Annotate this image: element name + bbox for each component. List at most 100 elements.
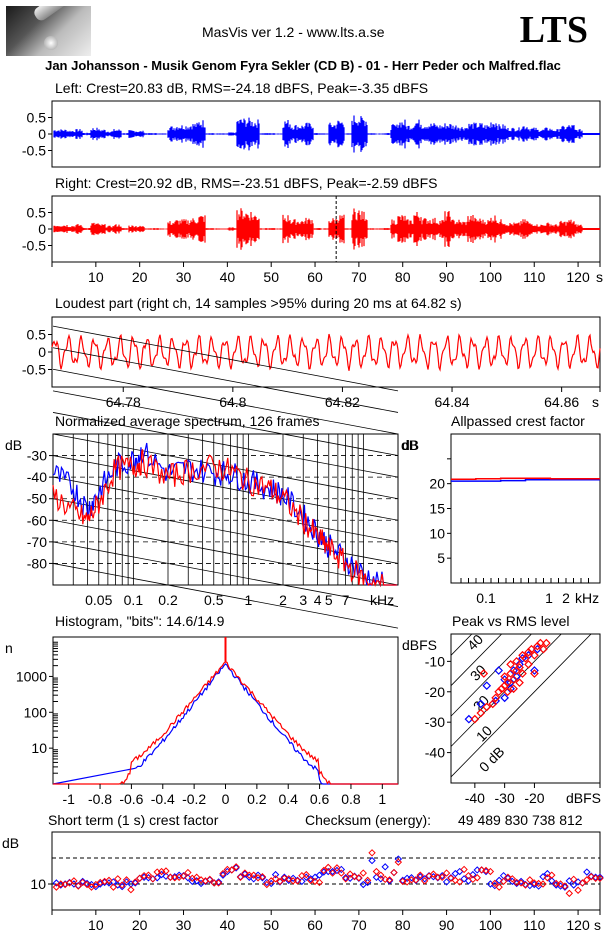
scatter-point-right	[527, 644, 536, 654]
crest-point-left	[442, 878, 451, 886]
crest-point-right	[473, 874, 481, 882]
crest-point-right	[438, 873, 446, 881]
crest-point-right	[574, 886, 582, 894]
crest-point-right	[236, 873, 245, 881]
crest-point-right	[52, 883, 61, 891]
slope-line	[52, 563, 399, 629]
crest-point-right	[135, 874, 144, 882]
crest-point-right	[228, 866, 236, 874]
crest-point-right	[153, 868, 161, 876]
crest-point-right	[552, 879, 560, 888]
x-tick-label: -0.2	[182, 791, 206, 807]
x-tick-label: -20	[524, 790, 544, 806]
crest-point-right	[596, 874, 604, 882]
crest-point-right	[192, 873, 201, 881]
plot-frame	[450, 633, 601, 784]
allpassed-title: Allpassed crest factor	[451, 413, 585, 429]
crest-point-right	[214, 879, 223, 887]
left-waveform-chart: 0.50-0.5	[22, 100, 601, 168]
scatter-point-left	[512, 672, 521, 681]
crest-point-left	[131, 879, 140, 887]
scatter-point-right	[536, 638, 545, 648]
waveform-left	[53, 115, 583, 153]
crest-point-right	[206, 875, 214, 884]
y-tick-label: -40	[425, 745, 445, 761]
x-tick-label: 64.86	[544, 394, 579, 410]
slope-line	[52, 325, 399, 392]
brand-logo-text: LTS	[519, 9, 588, 51]
crest-point-left	[320, 868, 328, 876]
slide-rod-icon	[31, 6, 91, 23]
x-tick-label: 120	[566, 269, 590, 285]
y-tick-label: -80	[27, 555, 47, 571]
crest-diagonal	[450, 633, 502, 686]
crest-point-right	[372, 867, 381, 876]
scatter-point-right	[503, 678, 512, 688]
y-tick-label: 0	[38, 126, 46, 142]
crest-point-left	[368, 856, 376, 865]
crest-point-right	[171, 874, 179, 882]
x-tick-label: 0.4	[278, 791, 298, 807]
crest-point-left	[569, 881, 578, 889]
crest-point-right	[83, 880, 91, 889]
x-tick-label: 30	[176, 269, 192, 285]
crest-point-right	[569, 875, 578, 884]
crest-point-right	[114, 875, 122, 883]
y-tick-label: 5	[437, 550, 445, 566]
crest-point-right	[429, 870, 438, 878]
crest-point-right	[149, 875, 157, 883]
scatter-point-right	[506, 660, 515, 669]
slope-line	[52, 433, 399, 500]
scatter-point-right	[506, 669, 515, 678]
x-tick-label: 7	[342, 592, 350, 608]
crest-point-right	[434, 873, 442, 881]
y-tick-label: 15	[429, 501, 445, 517]
crest-point-left	[153, 874, 161, 882]
crest-point-left	[342, 874, 350, 882]
crest-diagonal	[450, 633, 532, 717]
crest-point-right	[456, 878, 464, 886]
loudest-part-line	[51, 333, 601, 372]
crest-point-right	[162, 867, 170, 875]
y-tick-label: 0.5	[27, 327, 47, 343]
y-tick-label: -50	[27, 491, 47, 507]
crest-point-right	[521, 881, 530, 889]
x-tick-label: 0.5	[204, 592, 224, 608]
scatter-point-right	[530, 650, 539, 660]
y-tick-label: -40	[27, 469, 47, 485]
crest-point-left	[385, 877, 394, 885]
y-axis-label: dBFS	[402, 637, 437, 653]
spectrum-line-right	[52, 449, 397, 588]
crest-point-right	[324, 863, 332, 872]
lts-logo-image	[6, 6, 91, 56]
waveform-right	[53, 208, 583, 250]
x-tick-label: -0.4	[151, 791, 175, 807]
crest-point-left	[420, 875, 429, 883]
left-waveform-title: Left: Crest=20.83 dB, RMS=-24.18 dBFS, P…	[55, 80, 429, 96]
crest-point-right	[381, 875, 389, 884]
scatter-point-right	[542, 638, 551, 648]
y-tick-label: -20	[425, 684, 445, 700]
allpassed-crest-chart: dB 20 15 10 5 0.1 1 2 kHz	[402, 433, 601, 606]
crest-point-right	[561, 882, 569, 890]
crest-point-left	[184, 874, 192, 882]
crest-point-left	[363, 878, 372, 887]
y-tick-label: 10	[31, 740, 47, 756]
spectrum-title: Normalized average spectrum, 126 frames	[55, 413, 320, 429]
scatter-point-right	[530, 669, 539, 678]
x-unit-label: kHz	[370, 592, 394, 608]
x-tick-label: 5	[325, 592, 333, 608]
crest-point-right	[70, 877, 78, 885]
x-tick-label: 80	[395, 269, 411, 285]
loudest-part-title: Loudest part (right ch, 14 samples >95% …	[55, 295, 462, 311]
crest-point-right	[499, 877, 508, 886]
y-tick-label: 0.5	[27, 110, 47, 126]
scatter-point-right	[539, 644, 548, 654]
diagonal-label: 0 dB	[476, 743, 508, 775]
scatter-point-right	[476, 708, 486, 718]
y-axis-label: dB	[402, 437, 419, 453]
y-axis-label: n	[5, 640, 13, 656]
x-tick-label: 0.2	[158, 592, 178, 608]
crest-point-right	[508, 875, 517, 883]
